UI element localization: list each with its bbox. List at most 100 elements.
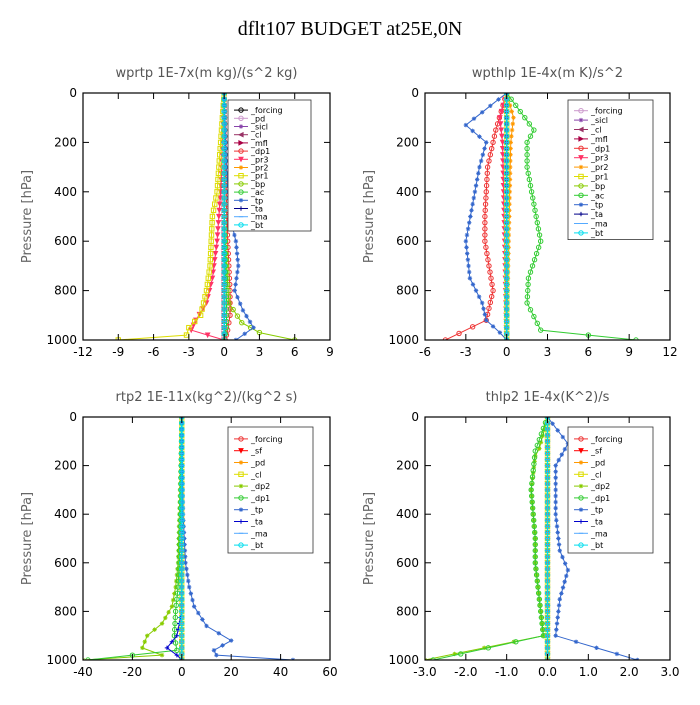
y-axis-label: Pressure [hPa] — [362, 492, 377, 585]
series-point-tp — [553, 512, 558, 517]
series-point-pr2 — [510, 121, 515, 127]
series-point-dp2 — [538, 440, 544, 445]
series-point-bp — [230, 306, 236, 313]
series-point-ac — [535, 226, 542, 232]
series-point-pr2 — [507, 103, 513, 108]
panel-title: thlp2 1E-4x(K^2)/s — [486, 390, 610, 405]
series-point-tp — [464, 232, 470, 238]
series-point-tp — [182, 554, 188, 559]
legend-marker — [578, 164, 584, 170]
series-point-bt — [503, 312, 510, 318]
series-point-dp1 — [482, 226, 488, 232]
series-point-tp — [224, 171, 230, 176]
plot-frame — [82, 416, 331, 661]
series-point-pr3 — [499, 133, 505, 140]
series-point-ac — [531, 201, 537, 207]
series-point-bt — [544, 633, 551, 639]
series-point-ac — [522, 115, 528, 121]
series-point-ac — [534, 219, 540, 226]
series-point-bt — [221, 201, 227, 207]
series-line-dp2 — [425, 417, 548, 660]
y-tick-label: 800 — [54, 284, 77, 298]
x-tick-label: -3.0 — [413, 665, 436, 679]
series-point-pr1 — [192, 318, 198, 325]
legend-entry: _pd — [250, 114, 265, 123]
legend-entry: _forcing — [590, 107, 623, 116]
series-point-pr1 — [202, 294, 208, 300]
series-point-bt — [221, 294, 227, 300]
x-tick-label: -12 — [73, 345, 93, 359]
series-point-tp — [559, 591, 564, 596]
series-point-tp — [496, 97, 501, 102]
series-point-tp — [216, 631, 222, 636]
series-point-dp1 — [490, 139, 496, 146]
series-point-tp — [560, 554, 565, 560]
series-point-bt — [179, 432, 185, 438]
y-tick-label: 0 — [411, 86, 419, 100]
series-point-bt — [179, 493, 185, 499]
series-point-bt — [221, 164, 227, 170]
x-tick-label: -9 — [112, 345, 124, 359]
series-point-tp — [479, 300, 485, 306]
legend-marker — [238, 460, 244, 465]
series-point-dp2 — [170, 597, 176, 603]
series-point-pr1 — [214, 189, 220, 195]
legend-marker — [578, 202, 584, 207]
legend-entry: _sicl — [250, 123, 268, 132]
series-point-tp — [556, 536, 561, 541]
series-point-pr3 — [206, 288, 213, 294]
series-point-bt — [503, 102, 510, 109]
series-point-tp — [553, 475, 558, 480]
legend-marker — [238, 483, 244, 489]
series-point-bt — [221, 287, 227, 294]
series-point-dp1 — [174, 647, 180, 653]
series-point-tp — [467, 269, 472, 275]
series-point-bt — [221, 281, 227, 288]
series-point-bt — [221, 213, 227, 220]
series-point-pr3 — [499, 145, 506, 152]
y-tick-label: 400 — [396, 185, 419, 199]
series-point-tp — [553, 463, 558, 468]
series-point-bt — [221, 232, 227, 238]
series-point-dp2 — [142, 639, 147, 644]
series-point-bt — [221, 158, 227, 164]
legend-entry: _bp — [590, 182, 605, 191]
series-point-dp1 — [488, 275, 494, 281]
x-tick-label: 1.0 — [579, 665, 598, 679]
series-point-dp1 — [532, 560, 538, 566]
series-point-tp — [225, 177, 230, 182]
y-tick-label: 0 — [69, 410, 77, 424]
series-point-tp — [469, 208, 474, 213]
legend-entry: _ta — [250, 205, 263, 214]
series-point-pr3 — [499, 139, 506, 146]
series-point-dp1 — [482, 219, 488, 226]
x-tick-label: 20 — [224, 665, 239, 679]
series-point-dp2 — [175, 566, 180, 572]
series-point-bt — [503, 121, 510, 127]
series-point-tp — [480, 152, 486, 157]
series-point-tp — [614, 651, 620, 657]
series-point-bt — [179, 462, 185, 469]
series-point-tp — [559, 452, 564, 457]
series-point-bt — [544, 487, 551, 493]
series-point-tp — [211, 648, 217, 653]
series-point-bt — [544, 566, 551, 572]
series-point-tp — [560, 434, 566, 440]
y-tick-label: 0 — [69, 86, 77, 100]
series-point-bt — [503, 201, 510, 207]
series-point-bt — [179, 468, 185, 475]
legend-entry: _pr1 — [590, 173, 608, 182]
series-point-tp — [463, 122, 469, 128]
series-point-bt — [179, 475, 185, 481]
series-point-dp2 — [176, 530, 182, 535]
series-point-tp — [488, 103, 493, 109]
y-tick-label: 400 — [54, 185, 77, 199]
series-point-dp2 — [145, 633, 150, 638]
series-point-bt — [221, 195, 227, 201]
series-point-dp2 — [452, 651, 457, 657]
series-point-bt — [544, 462, 551, 469]
series-point-tp — [191, 604, 197, 609]
series-point-dp1 — [173, 602, 179, 609]
x-tick-label: -6 — [148, 345, 160, 359]
series-point-ac — [524, 158, 530, 164]
